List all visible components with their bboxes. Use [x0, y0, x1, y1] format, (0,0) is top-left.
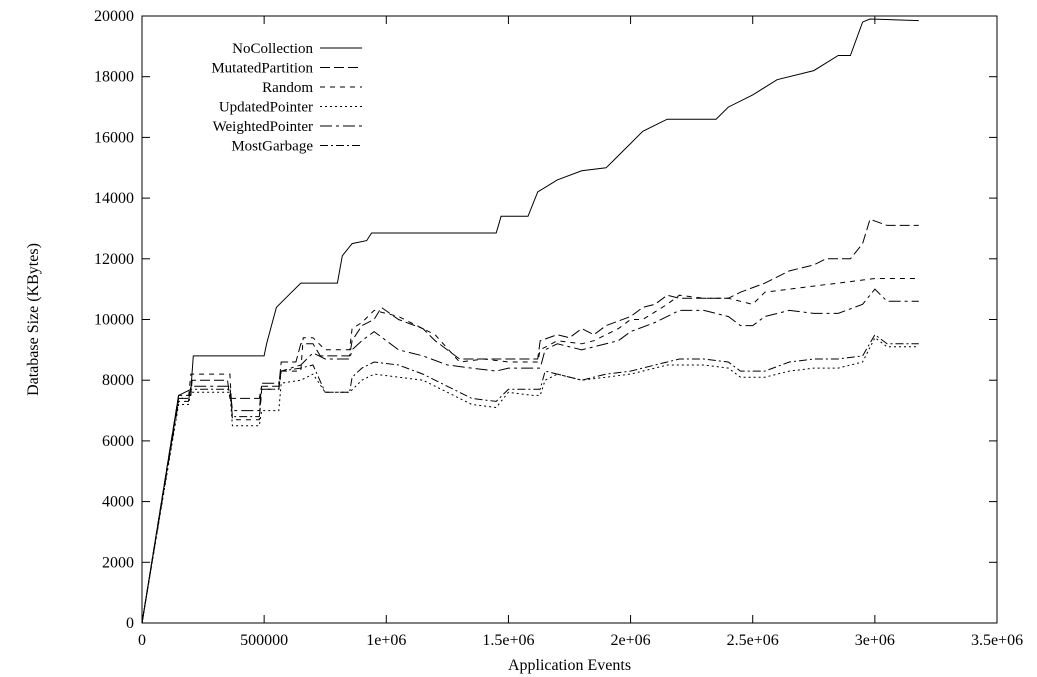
legend-label-random: Random	[262, 80, 313, 96]
legend: NoCollection MutatedPartition Random Update…	[211, 41, 362, 155]
y-tick-label: 4000	[102, 494, 134, 511]
y-tick-label: 20000	[94, 8, 134, 25]
y-tick-label: 10000	[94, 312, 134, 329]
series-line-updatedpointer	[141, 336, 919, 624]
series-line-weightedpointer	[141, 288, 919, 624]
series-line-mutatedpartition	[141, 218, 919, 624]
y-tick-label: 2000	[102, 554, 134, 571]
series-line-random	[141, 278, 919, 624]
legend-label-mutatedpartition: MutatedPartition	[211, 61, 313, 77]
series-line-nocollection	[141, 18, 919, 624]
x-tick-label: 2.5e+06	[727, 632, 779, 649]
y-tick-label: 14000	[94, 190, 134, 207]
x-axis-title: Application Events	[508, 657, 631, 674]
legend-label-updatedpointer: UpdatedPointer	[219, 100, 313, 116]
y-tick-label: 0	[126, 615, 134, 632]
x-tick-label: 1.5e+06	[482, 632, 534, 649]
legend-label-nocollection: NoCollection	[232, 41, 313, 57]
x-tick-label: 1e+06	[366, 632, 406, 649]
y-axis-title: Database Size (KBytes)	[25, 243, 42, 396]
y-tick-label: 8000	[102, 372, 134, 389]
y-tick-label: 18000	[94, 69, 134, 86]
x-tick-label: 3.5e+06	[971, 632, 1023, 649]
x-tick-label: 2e+06	[611, 632, 651, 649]
ticks-layer: 0 500000 1e+06 1.5e+06 2e+06 2.5e+06 3e+06 3.5e…	[94, 8, 1023, 649]
y-tick-label: 12000	[94, 251, 134, 268]
series-line-mostgarbage	[141, 333, 919, 624]
x-tick-label: 0	[138, 632, 146, 649]
x-tick-label: 500000	[240, 632, 288, 649]
legend-label-mostgarbage: MostGarbage	[231, 139, 313, 155]
x-tick-label: 3e+06	[855, 632, 895, 649]
legend-label-weightedpointer: WeightedPointer	[213, 119, 313, 135]
y-tick-label: 6000	[102, 433, 134, 450]
y-tick-label: 16000	[94, 129, 134, 146]
series-layer	[141, 18, 919, 624]
